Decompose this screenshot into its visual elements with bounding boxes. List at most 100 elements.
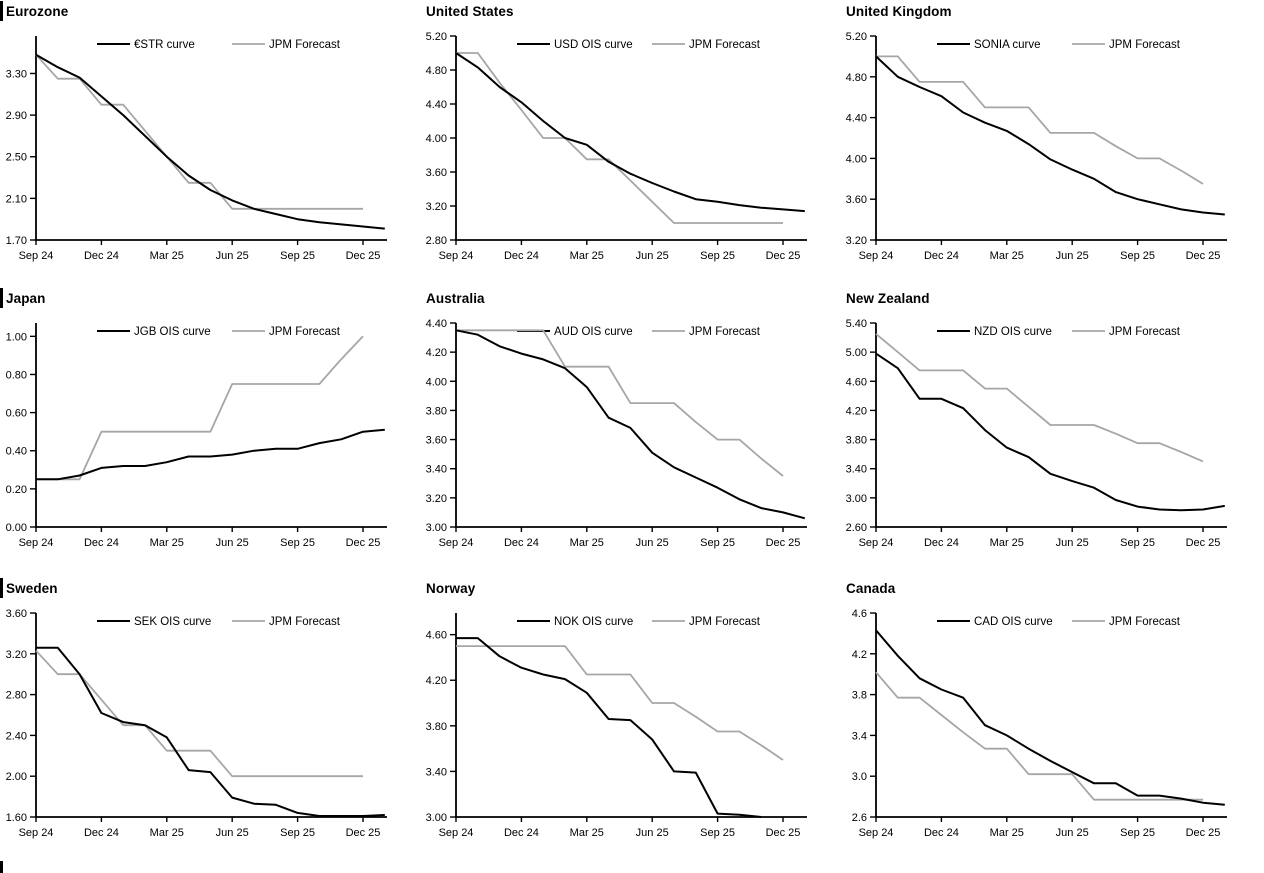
y-tick-label: 1.60 [6,812,27,824]
axes [35,323,387,528]
y-tick-label: 2.40 [6,730,27,742]
x-axis-ticks: Sep 24 Dec 24 Mar 25 Jun 25 Sep 25 Dec 25 [19,527,381,549]
y-tick-label: 4.2 [852,649,867,661]
x-tick-label: Jun 25 [1056,250,1089,262]
x-tick-label: Sep 24 [439,827,474,839]
y-tick-label: 3.00 [426,812,447,824]
x-tick-label: Dec 25 [346,537,381,549]
ois-line [875,55,1225,216]
ois-line [35,53,385,230]
x-tick-label: Sep 24 [19,827,54,839]
x-tick-label: Mar 25 [570,250,604,262]
y-tick-label: 3.40 [426,464,447,476]
x-tick-label: Dec 24 [84,827,119,839]
axes [35,613,387,818]
x-tick-label: Jun 25 [1056,827,1089,839]
forecast-line [456,645,784,761]
y-tick-label: 3.20 [6,649,27,661]
axes [455,323,807,528]
chart-cell-united-states: United States 2.80 3.20 3.60 4.00 4.40 4.80 5.… [420,0,840,287]
y-tick-label: 2.50 [6,152,27,164]
y-tick-label: 4.20 [426,675,447,687]
x-tick-label: Jun 25 [636,827,669,839]
x-axis-ticks: Sep 24 Dec 24 Mar 25 Jun 25 Sep 25 Dec 25 [19,817,381,839]
y-tick-label: 3.20 [426,201,447,213]
forecast-line [35,54,363,210]
y-tick-label: 4.00 [426,376,447,388]
legend-label: JGB OIS curve [134,326,211,338]
ois-line [875,629,1225,806]
x-tick-label: Jun 25 [216,537,249,549]
chart-title: Australia [426,291,485,306]
x-tick-label: Dec 24 [84,250,119,262]
y-tick-label: 2.80 [426,235,447,247]
legend-label: SEK OIS curve [134,616,211,628]
axes [875,36,1227,241]
ois-line [875,352,1225,512]
y-tick-label: 5.00 [846,347,867,359]
ois-line [455,329,806,520]
y-tick-label: 2.6 [852,812,867,824]
forecast-line [876,55,1204,185]
y-tick-label: 3.20 [846,235,867,247]
y-tick-label: 4.60 [846,376,867,388]
section-marker-bar-partial [0,861,3,873]
y-tick-label: 3.80 [426,405,447,417]
chart-title: New Zealand [846,291,930,306]
x-axis-ticks: Sep 24 Dec 24 Mar 25 Jun 25 Sep 25 Dec 25 [439,527,800,549]
chart-cell-norway: Norway 3.00 3.40 3.80 4.20 4.60 Sep 24 Dec 24 M… [420,577,840,873]
x-tick-label: Sep 24 [19,537,54,549]
y-tick-label: 3.60 [426,435,447,447]
chart-head: Canada [840,577,1264,599]
chart-title: Japan [6,291,46,306]
chart-plot-new-zealand: 2.60 3.00 3.40 3.80 4.20 4.60 5.00 5.40 Sep 24 De… [846,318,1227,549]
chart-plot-australia: 3.00 3.20 3.40 3.60 3.80 4.00 4.20 4.40 Sep 24 De… [426,318,807,549]
forecast-line [875,671,1203,801]
legend-label: JPM Forecast [1109,326,1181,338]
y-axis-ticks: 2.80 3.20 3.60 4.00 4.40 4.80 5.20 [426,31,456,247]
y-tick-label: 3.60 [6,608,27,620]
chart-head: Norway [420,577,840,599]
chart-head: Eurozone [0,0,420,22]
y-tick-label: 5.20 [426,31,447,43]
y-axis-ticks: 3.20 3.60 4.00 4.40 4.80 5.20 [846,31,876,247]
section-marker-bar [0,578,3,598]
x-tick-label: Dec 24 [504,537,539,549]
legend: NOK OIS curve JPM Forecast [517,616,761,628]
chart-cell-australia: Australia 3.00 3.20 3.40 3.60 3.80 4.00 4.20 4.… [420,287,840,577]
legend: SONIA curve JPM Forecast [937,39,1181,51]
y-tick-label: 3.00 [846,493,867,505]
chart-plot-eurozone: 1.70 2.10 2.50 2.90 3.30 Sep 24 Dec 24 Mar 25 Ju… [6,36,387,262]
chart-cell-united-kingdom: United Kingdom 3.20 3.60 4.00 4.40 4.80 5.20 S… [840,0,1264,287]
axes [875,323,1227,528]
y-tick-label: 4.40 [846,113,867,125]
x-tick-label: Sep 24 [859,250,894,262]
chart-cell-japan: Japan 0.00 0.20 0.40 0.60 0.80 1.00 Sep 24 Dec … [0,287,420,577]
y-tick-label: 2.00 [6,771,27,783]
x-tick-label: Sep 25 [280,250,315,262]
y-tick-label: 3.30 [6,68,27,80]
x-tick-label: Mar 25 [570,827,604,839]
x-tick-label: Sep 25 [1120,250,1155,262]
legend-label: CAD OIS curve [974,616,1053,628]
y-tick-label: 3.8 [852,690,867,702]
x-tick-label: Dec 25 [766,827,801,839]
axes [455,613,807,818]
x-tick-label: Dec 25 [1186,250,1221,262]
y-axis-ticks: 2.6 3.0 3.4 3.8 4.2 4.6 [852,608,876,824]
chart-title: United States [426,4,514,19]
y-tick-label: 5.20 [846,31,867,43]
y-tick-label: 3.4 [852,730,867,742]
x-tick-label: Dec 25 [346,827,381,839]
y-tick-label: 4.6 [852,608,867,620]
chart-plot-canada: 2.6 3.0 3.4 3.8 4.2 4.6 Sep 24 Dec 24 Mar 25 Jun … [852,608,1227,839]
legend: CAD OIS curve JPM Forecast [937,616,1181,628]
x-tick-label: Sep 24 [19,250,54,262]
x-tick-label: Dec 25 [1186,537,1221,549]
y-tick-label: 4.20 [426,347,447,359]
chart-head: United States [420,0,840,22]
legend-label: JPM Forecast [689,39,761,51]
y-tick-label: 3.80 [846,435,867,447]
legend-label: SONIA curve [974,39,1040,51]
